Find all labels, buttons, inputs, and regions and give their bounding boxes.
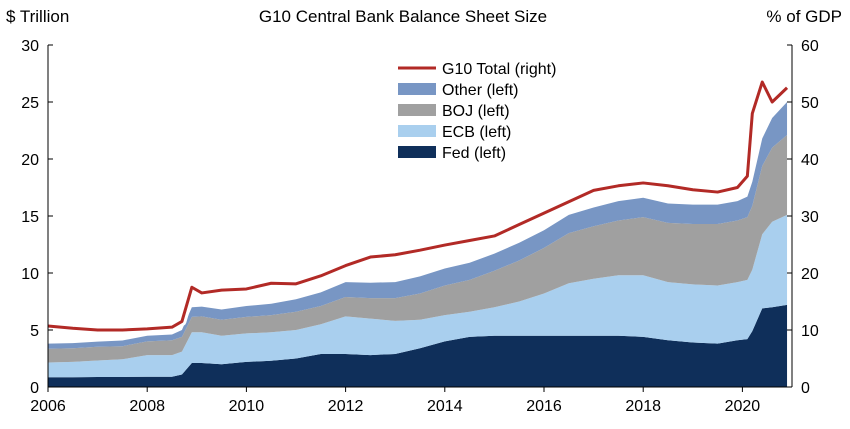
legend-swatch-ecb-left [398, 125, 436, 137]
area-fed-left [48, 304, 788, 387]
y-left-tick-label: 15 [21, 209, 39, 226]
x-tick-label: 2018 [625, 398, 661, 415]
x-tick-label: 2012 [328, 398, 364, 415]
area-ecb-left [48, 214, 788, 378]
y-left-tick-label: 0 [30, 380, 39, 397]
legend-swatch-other-left [398, 83, 436, 95]
legend-label-g10-total-right: G10 Total (right) [442, 61, 556, 78]
legend: G10 Total (right) Other (left) BOJ (left) E… [398, 61, 556, 162]
y-left-tick-label: 30 [21, 38, 39, 55]
legend-label-boj-left: BOJ (left) [442, 103, 510, 120]
x-tick-label: 2008 [129, 398, 165, 415]
y-right-tick-label: 50 [801, 95, 819, 112]
chart-title: G10 Central Bank Balance Sheet Size [259, 7, 547, 26]
y-axis-left-label: $ Trillion [6, 7, 69, 26]
x-tick-label: 2020 [725, 398, 761, 415]
legend-label-ecb-left: ECB (left) [442, 124, 511, 141]
y-right-tick-label: 10 [801, 323, 819, 340]
y-right-tick-label: 20 [801, 266, 819, 283]
y-axis-right-label: % of GDP [766, 7, 842, 26]
legend-swatch-fed-left [398, 146, 436, 158]
axes: 0 5 10 15 20 25 30 0 10 20 30 40 50 60 2006 2008 2010 201… [21, 38, 819, 415]
x-tick-label: 2014 [427, 398, 463, 415]
y-right-tick-label: 60 [801, 38, 819, 55]
legend-label-fed-left: Fed (left) [442, 145, 506, 162]
y-left-tick-label: 20 [21, 152, 39, 169]
y-left-tick-label: 10 [21, 266, 39, 283]
x-tick-label: 2010 [229, 398, 265, 415]
area-boj-left [48, 135, 788, 363]
y-left-tick-label: 25 [21, 95, 39, 112]
line-g10-total-right [47, 80, 789, 332]
y-right-tick-label: 0 [801, 380, 810, 397]
y-right-tick-label: 30 [801, 209, 819, 226]
total-line-layer [47, 77, 791, 335]
y-right-tick-label: 40 [801, 152, 819, 169]
legend-label-other-left: Other (left) [442, 82, 518, 99]
x-tick-label: 2006 [30, 398, 66, 415]
stacked-areas [48, 102, 788, 387]
y-left-tick-label: 5 [30, 323, 39, 340]
legend-swatch-boj-left [398, 104, 436, 116]
x-tick-label: 2016 [526, 398, 562, 415]
